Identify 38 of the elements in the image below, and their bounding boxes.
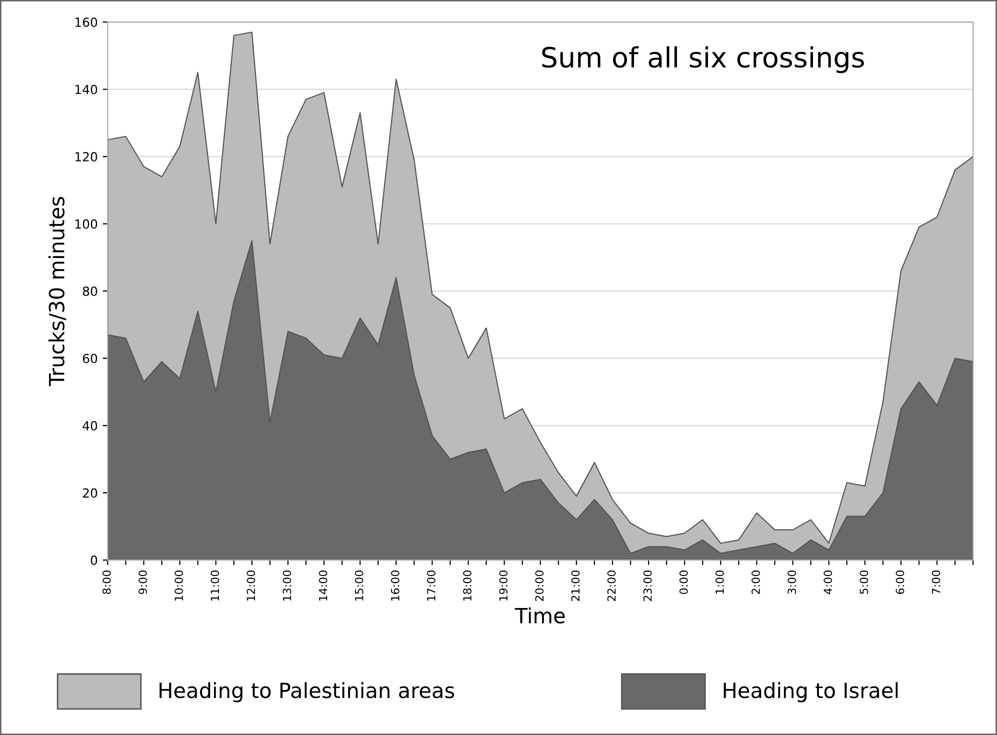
legend-label: Heading to Palestinian areas [160, 682, 454, 702]
y-tick-label: 60 [82, 354, 98, 364]
x-tick-label: 21:00 [571, 570, 580, 601]
y-tick-label: 160 [75, 18, 98, 27]
x-tick-label: 0:00 [679, 570, 688, 594]
y-tick-label: 100 [75, 219, 98, 229]
x-tick-label: 4:00 [824, 570, 832, 594]
x-tick-label: 15:00 [354, 570, 364, 601]
x-tick-label: 19:00 [499, 570, 508, 601]
x-tick-label: 12:00 [246, 570, 256, 601]
x-tick-label: 5:00 [860, 570, 868, 594]
x-tick-label: 20:00 [535, 570, 544, 601]
x-tick-label: 10:00 [174, 570, 184, 601]
x-tick-label: 17:00 [427, 570, 436, 601]
y-tick-label: 120 [75, 152, 98, 162]
x-tick-label: 22:00 [607, 570, 616, 601]
x-tick-label: 1:00 [715, 570, 724, 594]
y-axis-title: Trucks/30 minutes [48, 196, 66, 386]
y-tick-label: 40 [82, 421, 98, 430]
y-tick-label: 20 [82, 488, 98, 498]
x-tick-label: 14:00 [318, 570, 328, 601]
x-tick-label: 9:00 [138, 570, 147, 594]
text: Sum of all six crossings [542, 46, 864, 74]
x-tick-label: 2:00 [752, 570, 760, 594]
x-tick-label: 16:00 [390, 570, 400, 601]
x-tick-label: 7:00 [932, 570, 940, 594]
legend-label: Heading to Israel [724, 682, 898, 702]
y-tick-label: 0 [90, 556, 98, 565]
x-tick-label: 8:00 [102, 570, 111, 594]
x-tick-label: 3:00 [788, 570, 796, 594]
x-tick-label: 13:00 [282, 570, 292, 601]
x-tick-label: 18:00 [463, 570, 472, 601]
x-tick-label: 23:00 [643, 570, 652, 601]
x-axis-title: Time [514, 607, 565, 624]
x-tick-label: 11:00 [210, 570, 220, 601]
y-tick-label: 140 [75, 84, 98, 94]
y-tick-label: 80 [82, 286, 98, 296]
x-tick-label: 6:00 [896, 570, 904, 594]
